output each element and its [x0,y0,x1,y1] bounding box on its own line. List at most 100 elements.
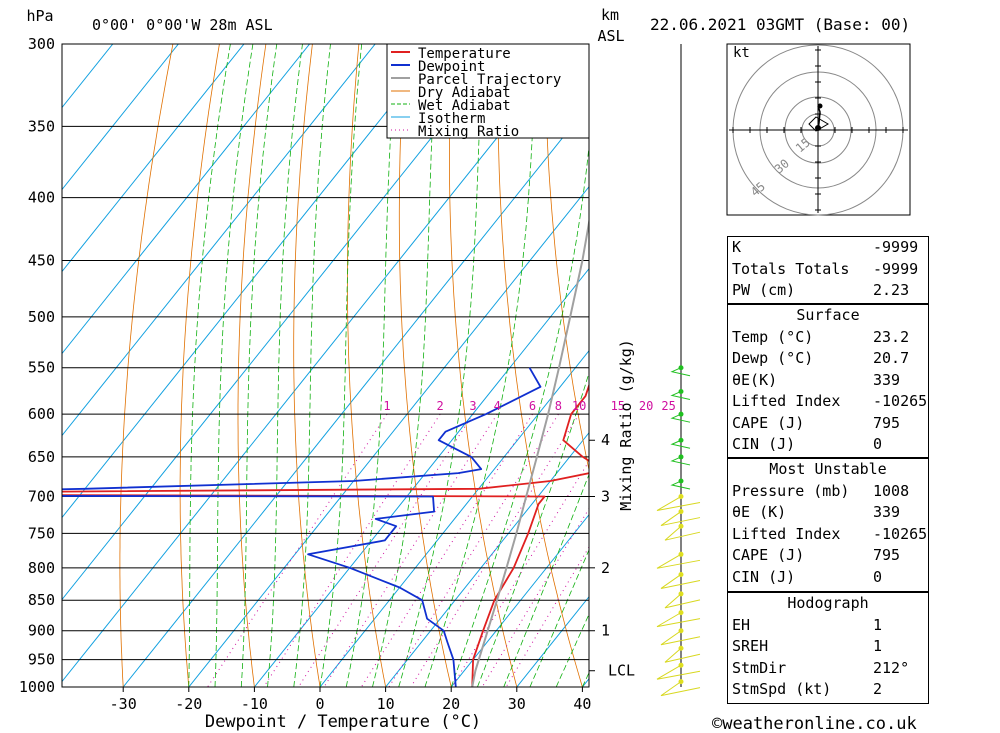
wind-barb [670,480,691,490]
wind-barb [660,681,701,697]
most-unstable-title: Most Unstable [769,460,887,478]
mixing-ratio-axis-title: Mixing Ratio (g/kg) [617,339,635,511]
mixing-ratio-label: 1 [383,399,390,413]
dry-adiabat-line [963,44,1000,687]
isotherm-line [62,44,310,355]
legend-isotherm: Isotherm [418,111,485,127]
isotherm-line [254,267,589,687]
dry-adiabat-line [917,44,1000,687]
index-value: 795 [873,546,901,564]
wet-adiabat-line [345,44,398,687]
wet-adiabat-line [398,44,484,687]
location-label: 0°00' 0°00'W 28m ASL [92,16,273,34]
surface-row: CIN (J) 0 [728,434,928,456]
isotherm-line [188,185,589,687]
mixing-ratio-label: 10 [572,399,586,413]
isotherm-line [62,44,114,109]
wet-adiabat-line [188,44,231,687]
dry-adiabat-line [237,44,267,687]
mixing-ratio-label: 15 [611,399,625,413]
index-value: 23.2 [873,327,910,346]
wet-adiabat-line [293,44,331,687]
wet-adiabat-line [267,44,303,687]
index-label: Pressure (mb) [732,481,850,500]
dry-adiabat-line [448,44,518,687]
wind-barb [664,647,701,663]
plot-frame [61,43,590,688]
isotherm-line [62,44,442,519]
index-value: -10265 [873,524,928,543]
index-label: K [732,238,742,256]
index-value: 795 [873,413,901,432]
index-label: Dewp (°C) [732,349,814,367]
index-value: 0 [873,435,883,453]
pressure-tick-label: 950 [28,651,55,669]
height-tick-label: 4 [601,431,610,449]
legend: Temperature Dewpoint Parcel Trajectory D… [386,43,590,140]
wind-barb [664,593,701,609]
index-value: 2.23 [873,281,910,299]
pressure-tick-label: 800 [28,559,55,577]
mixing-ratio-line [298,413,474,687]
hodograph-unit: kt [733,45,750,61]
mixing-ratio-line [505,546,589,687]
legend-temperature: Temperature [418,46,511,62]
most-unstable-row: Lifted Index -10265 [728,524,928,546]
wind-barb [670,439,691,449]
height-tick-label: LCL [608,662,635,680]
pressure-tick-label: 600 [28,405,55,423]
height-unit-asl: ASL [597,27,624,45]
x-axis-title: Dewpoint / Temperature (°C) [205,712,481,732]
surface-panel: Surface Temp (°C) 23.2 Dewp (°C) 20.7 θE(K… [727,304,929,458]
profile-temperature [62,382,589,687]
most-unstable-row: CAPE (J) 795 [728,545,928,567]
index-value: 0 [873,567,883,586]
temperature-tick-label: 0 [315,695,324,713]
wind-barb [664,525,701,541]
dry-adiabat-line [119,44,174,687]
pressure-tick-label: 750 [28,524,55,542]
copyright-label: ©weatheronline.co.uk [712,714,917,733]
profile-parcel-trajectory [471,216,589,687]
most-unstable-row: Pressure (mb) 1008 [728,481,928,503]
index-label: SREH [732,637,769,655]
legend-dry-adiabat: Dry Adiabat [418,85,511,101]
pressure-tick-label: 900 [28,622,55,640]
wind-barb [656,496,701,512]
most-unstable-panel: Most Unstable Pressure (mb) 1008 θE (K) 33… [727,458,929,592]
mixing-ratio-label: 8 [555,399,562,413]
height-tick-label: 2 [601,559,610,577]
index-label: CIN (J) [732,567,796,586]
index-row-pw: PW (cm) 2.23 [728,280,928,302]
index-label: θE (K) [732,503,787,521]
pressure-tick-label: 350 [28,117,55,135]
wet-adiabat-line [214,44,254,687]
legend-mixing-ratio: Mixing Ratio [418,124,519,140]
temperature-tick-label: 40 [573,695,591,713]
indices-top-panel: K -9999 Totals Totals -9999 PW (cm) 2.23 [727,236,929,304]
index-label: CIN (J) [732,435,796,453]
wet-adiabat-line [529,548,589,687]
surface-row: Lifted Index -10265 [728,391,928,413]
index-value: -9999 [873,238,919,256]
mixing-ratio-label: 6 [529,399,536,413]
index-label: CAPE (J) [732,546,805,564]
height-tick-label: 3 [601,488,610,506]
legend-parcel: Parcel Trajectory [418,72,561,88]
index-label: Lifted Index [732,524,841,543]
wind-barb [656,612,701,628]
dry-adiabat-line [591,44,713,687]
surface-row: θE(K) 339 [728,370,928,392]
wind-barb [670,390,691,400]
mixing-ratio-label: 20 [639,399,653,413]
hodograph-title: Hodograph [787,594,869,612]
wet-adiabat-line [555,613,589,687]
wind-barb [660,574,701,589]
index-value: 20.7 [873,349,910,367]
index-row-k: K -9999 [728,237,928,259]
index-label: CAPE (J) [732,413,805,432]
pressure-tick-label: 400 [28,189,55,207]
datetime-label: 22.06.2021 03GMT (Base: 00) [650,15,910,34]
height-tick-label: 1 [601,622,610,640]
